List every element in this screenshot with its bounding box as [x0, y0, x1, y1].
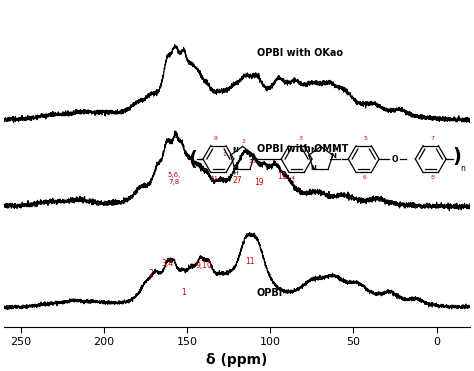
Text: 5,6,
7,8: 5,6, 7,8: [167, 172, 181, 185]
Text: 11: 11: [246, 257, 255, 266]
Text: 2: 2: [148, 269, 153, 278]
Text: OPBI with OKao: OPBI with OKao: [257, 48, 343, 58]
Text: 3,4: 3,4: [161, 259, 173, 268]
Text: OPBI with OMMT: OPBI with OMMT: [257, 144, 348, 154]
Text: OPBI: OPBI: [257, 288, 283, 298]
Text: 1: 1: [182, 288, 186, 298]
X-axis label: δ (ppm): δ (ppm): [206, 353, 268, 367]
Text: 11: 11: [277, 172, 287, 181]
Text: 27: 27: [232, 176, 242, 185]
Text: 19: 19: [254, 178, 264, 187]
Text: 9,10: 9,10: [195, 261, 212, 270]
